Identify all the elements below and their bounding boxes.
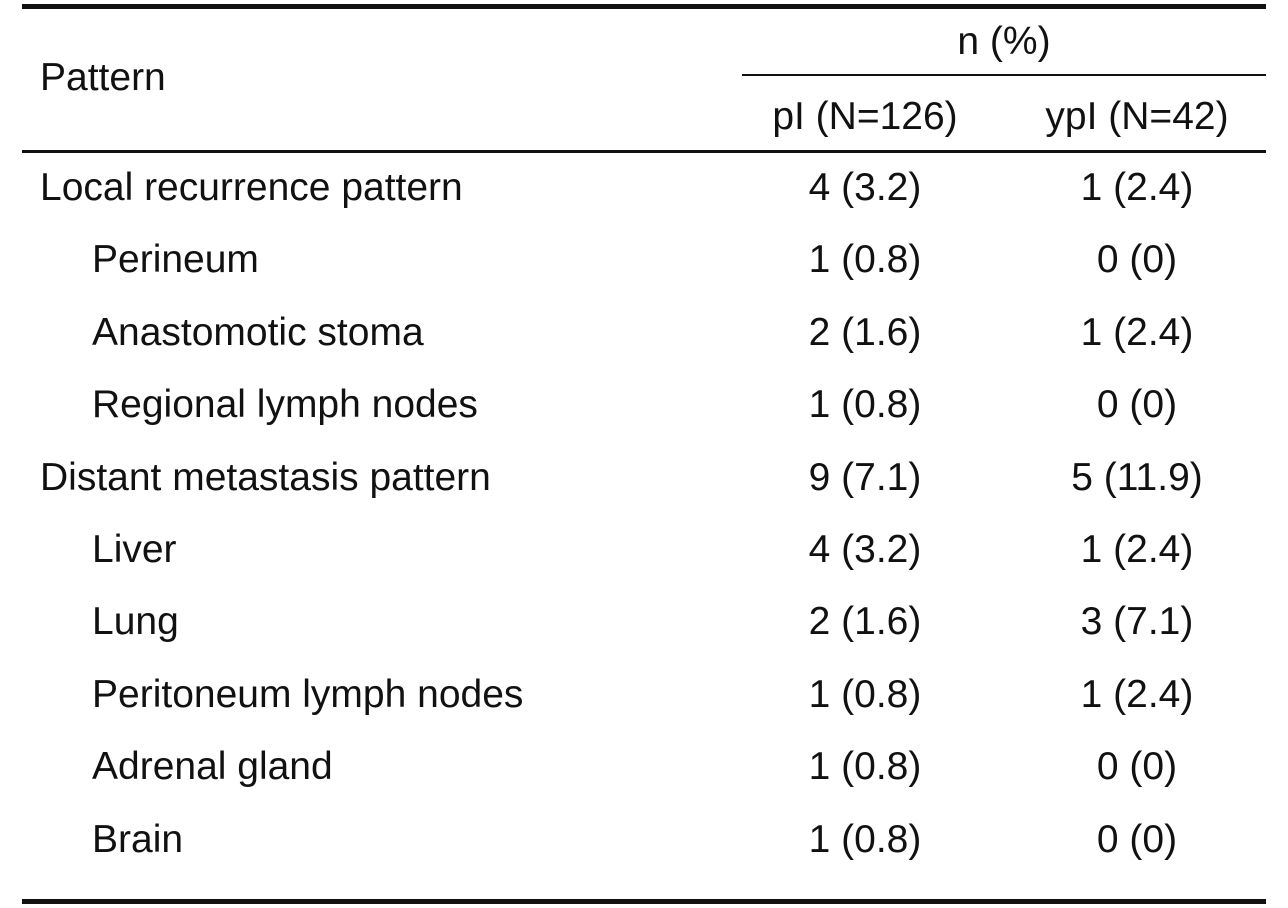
cell-pi-value: 2 (1.6) [808,311,922,354]
table-bottom-rule [22,899,1266,904]
cell-pi-value: 4 (3.2) [808,166,922,209]
column-header-pi: pI (N=126) [772,95,958,138]
group-header-n-percent: n (%) [957,20,1051,63]
table-top-rule [22,4,1266,9]
row-sublabel: Regional lymph nodes [92,383,478,426]
cell-pi-value: 1 (0.8) [808,238,922,281]
cell-ypi-value: 0 (0) [1096,238,1178,281]
cell-ypi-value: 0 (0) [1096,383,1178,426]
cell-ypi-value: 1 (2.4) [1080,528,1194,571]
cell-pi-value: 9 (7.1) [808,456,922,499]
cell-ypi-value: 3 (7.1) [1080,600,1194,643]
cell-pi-value: 1 (0.8) [808,745,922,788]
cell-ypi-value: 0 (0) [1096,818,1178,861]
cell-ypi-value: 1 (2.4) [1080,166,1194,209]
row-sublabel: Adrenal gland [92,745,333,788]
column-header-ypi: ypI (N=42) [1045,95,1229,138]
row-sublabel: Perineum [92,238,259,281]
cell-pi-value: 2 (1.6) [808,600,922,643]
row-sublabel: Brain [92,818,184,861]
row-sublabel: Lung [92,600,179,643]
row-category-label: Distant metastasis pattern [40,456,491,499]
cell-pi-value: 1 (0.8) [808,383,922,426]
cell-pi-value: 4 (3.2) [808,528,922,571]
row-sublabel: Peritoneum lymph nodes [92,673,524,716]
cell-pi-value: 1 (0.8) [808,673,922,716]
cell-ypi-value: 1 (2.4) [1080,673,1194,716]
row-category-label: Local recurrence pattern [40,166,463,209]
cell-ypi-value: 0 (0) [1096,745,1178,788]
row-sublabel: Liver [92,528,177,571]
cell-pi-value: 1 (0.8) [808,818,922,861]
header-rule [22,150,1266,153]
row-sublabel: Anastomotic stoma [92,311,424,354]
group-header-rule [742,74,1266,76]
cell-ypi-value: 5 (11.9) [1071,456,1203,499]
pattern-column-header: Pattern [40,56,166,99]
cell-ypi-value: 1 (2.4) [1080,311,1194,354]
